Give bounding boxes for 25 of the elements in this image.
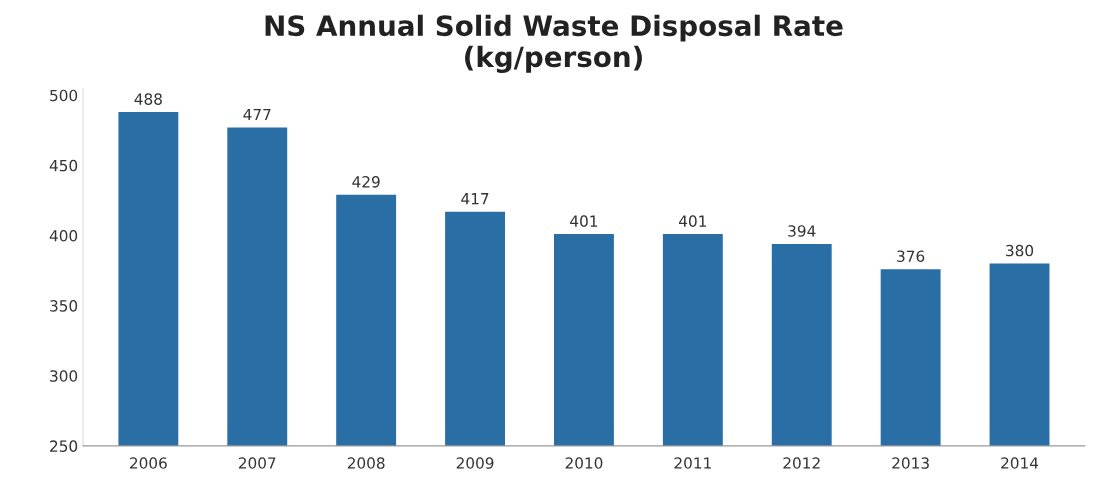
x-tick-label: 2010 <box>565 457 603 469</box>
chart-title: NS Annual Solid Waste Disposal Rate (kg/person) <box>265 14 843 73</box>
y-tick-label: 400 <box>49 229 78 242</box>
data-label: 394 <box>788 225 816 237</box>
data-label: 401 <box>679 215 707 227</box>
y-tick-label: 450 <box>49 159 78 172</box>
x-tick-label: 2009 <box>456 457 494 469</box>
y-tick-label: 350 <box>50 300 78 312</box>
x-tick-label: 2014 <box>1001 457 1039 469</box>
x-tick-label: 2007 <box>238 457 276 469</box>
data-label: 380 <box>1006 244 1034 257</box>
data-label: 429 <box>352 176 380 188</box>
x-tick-label: 2008 <box>347 457 385 469</box>
x-tick-label: 2011 <box>674 457 711 469</box>
data-label: 477 <box>243 108 271 121</box>
y-tick-label: 250 <box>50 440 78 452</box>
y-tick-label: 300 <box>50 370 78 382</box>
data-label: 417 <box>461 193 489 205</box>
x-tick-label: 2006 <box>130 457 167 469</box>
data-label: 376 <box>897 250 925 262</box>
x-tick-label: 2012 <box>783 457 820 469</box>
x-tick-label: 2013 <box>892 457 929 469</box>
data-label: 488 <box>134 93 162 105</box>
data-label: 401 <box>570 215 598 227</box>
y-tick-label: 500 <box>50 89 78 102</box>
